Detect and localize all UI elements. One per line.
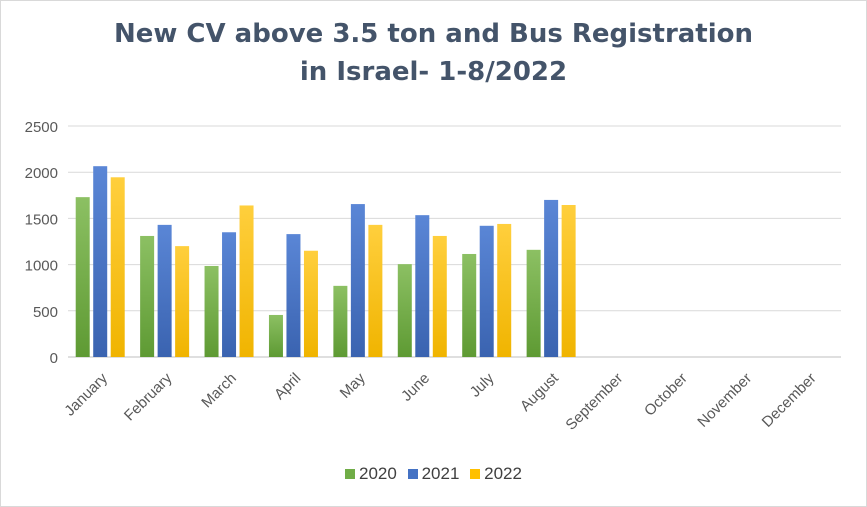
bar-2021-august (544, 199, 559, 357)
legend-item-2022: 2022 (470, 464, 522, 484)
legend-label-2020: 2020 (359, 464, 397, 483)
x-tick-label-october: October (641, 370, 691, 420)
x-tick-label-june: June (398, 370, 433, 405)
x-tick-label-may: May (337, 369, 369, 401)
chart-title-line-2: in Israel- 1-8/2022 (299, 57, 568, 87)
bar-2022-april (303, 250, 318, 357)
bar-2021-february (157, 224, 172, 357)
bar-2020-april (268, 314, 283, 357)
bar-2022-june (432, 235, 447, 357)
bar-2020-july (462, 253, 477, 357)
bar-2021-march (222, 232, 237, 357)
legend-label-2021: 2021 (421, 464, 460, 483)
chart-title: New CV above 3.5 ton and Bus Registratio… (1, 15, 866, 91)
x-tick-label-november: November (694, 370, 755, 431)
x-tick-label-july: July (467, 369, 498, 400)
y-tick-label: 0 (50, 350, 58, 367)
y-tick-label: 1500 (25, 211, 58, 228)
bar-2021-july (479, 225, 494, 357)
x-tick-label-january: January (61, 369, 111, 419)
bar-2021-may (350, 204, 365, 357)
bar-2022-may (368, 224, 383, 357)
bar-2021-june (415, 215, 430, 357)
legend-item-2021: 2021 (407, 464, 460, 484)
y-tick-label: 2000 (25, 165, 58, 182)
bar-2021-january (93, 166, 108, 357)
legend-swatch-2022 (470, 469, 481, 479)
bars (75, 166, 576, 357)
x-tick-label-september: September (562, 370, 626, 434)
legend: 2020 2021 2022 (1, 464, 866, 484)
x-tick-label-april: April (271, 370, 304, 403)
bar-2022-july (497, 223, 512, 357)
bar-2022-august (561, 205, 576, 357)
legend-swatch-2020 (345, 469, 356, 479)
bar-2020-january (75, 197, 90, 357)
bar-2020-may (333, 285, 348, 357)
legend-item-2020: 2020 (345, 464, 397, 484)
chart-title-line-1: New CV above 3.5 ton and Bus Registratio… (113, 19, 754, 49)
x-tick-label-december: December (759, 370, 820, 431)
bar-2020-march (204, 265, 219, 357)
bar-2020-june (397, 264, 412, 357)
bar-2020-february (140, 235, 155, 357)
y-tick-label: 1000 (25, 258, 58, 275)
legend-label-2022: 2022 (484, 464, 522, 483)
y-tick-label: 2500 (25, 119, 58, 136)
x-tick-label-march: March (198, 370, 239, 411)
y-tick-label: 500 (33, 304, 58, 321)
gridlines (68, 125, 841, 358)
bar-2022-march (239, 205, 254, 357)
bar-2022-february (175, 246, 190, 357)
bar-2021-april (286, 234, 301, 357)
legend-swatch-2021 (407, 469, 418, 479)
bar-2020-august (526, 249, 541, 357)
bar-2022-january (110, 177, 125, 357)
x-tick-label-february: February (121, 369, 176, 424)
x-tick-label-august: August (517, 369, 563, 415)
